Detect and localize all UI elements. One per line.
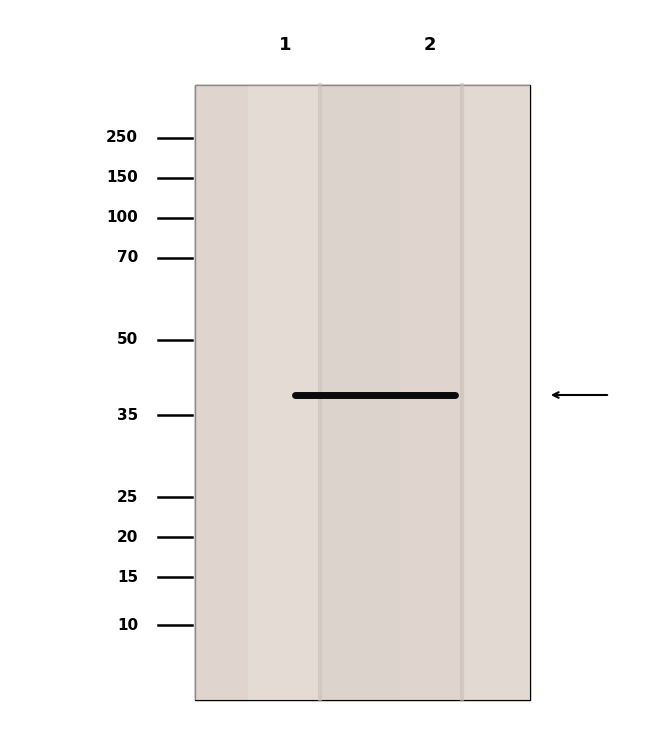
Text: 25: 25 — [116, 490, 138, 504]
Bar — [195, 85, 530, 700]
Text: 50: 50 — [117, 332, 138, 348]
Text: 150: 150 — [106, 171, 138, 185]
Text: 2: 2 — [424, 36, 436, 54]
Bar — [462, 85, 530, 700]
Bar — [248, 85, 320, 700]
Bar — [195, 85, 248, 700]
Text: 10: 10 — [117, 618, 138, 632]
Text: 250: 250 — [106, 130, 138, 146]
Bar — [320, 85, 400, 700]
Text: 100: 100 — [106, 211, 138, 225]
Text: 20: 20 — [116, 529, 138, 545]
Text: 1: 1 — [279, 36, 291, 54]
Text: 15: 15 — [117, 569, 138, 584]
Bar — [400, 85, 462, 700]
Text: 70: 70 — [117, 250, 138, 266]
Text: 35: 35 — [117, 408, 138, 422]
